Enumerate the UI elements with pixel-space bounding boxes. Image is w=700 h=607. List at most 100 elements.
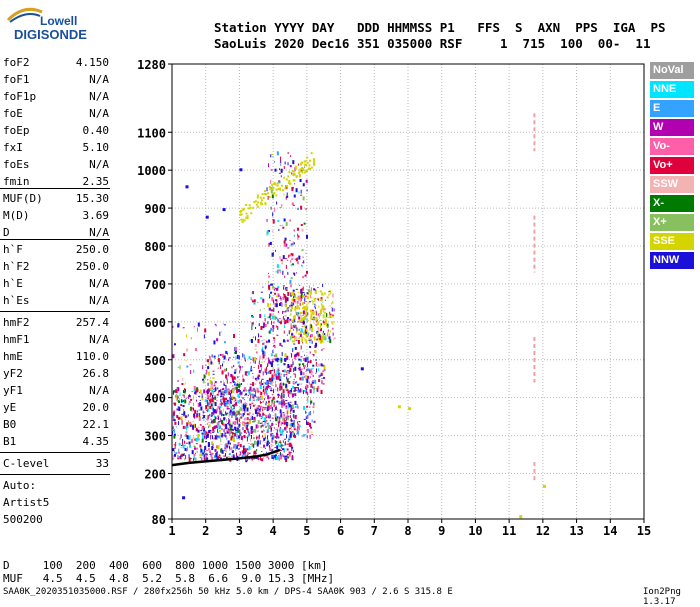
echo-point (321, 380, 323, 385)
echo-point (247, 449, 250, 451)
echo-point (280, 357, 282, 360)
echo-point (228, 413, 230, 418)
echo-point (259, 314, 262, 319)
echo-point (290, 301, 292, 303)
echo-point (272, 321, 275, 324)
echo-point (263, 381, 265, 383)
param-name: yE (3, 401, 17, 414)
echo-point (209, 405, 212, 409)
echo-point (270, 387, 272, 392)
echo-point (183, 394, 185, 398)
echo-point (262, 343, 264, 346)
echo-point (255, 453, 257, 455)
echo-point (307, 168, 310, 171)
echo-point (243, 447, 245, 452)
echo-point (307, 363, 309, 368)
echo-point (229, 427, 232, 431)
echo-point (261, 383, 264, 386)
echo-point (211, 457, 214, 461)
echo-point (252, 429, 255, 432)
echo-point (291, 447, 293, 451)
echo-point (216, 445, 218, 449)
echo-point (209, 399, 212, 404)
echo-point (278, 428, 280, 432)
echo-point (281, 262, 284, 265)
echo-point (272, 434, 275, 438)
echo-point (270, 443, 273, 447)
echo-point (319, 339, 322, 344)
echo-point (309, 360, 312, 364)
echo-point (291, 422, 294, 427)
echo-point (261, 426, 263, 428)
echo-point (285, 441, 287, 446)
echo-point (305, 384, 308, 389)
echo-point (317, 287, 319, 289)
echo-point (264, 382, 266, 385)
echo-point (202, 449, 204, 452)
echo-point (298, 191, 300, 194)
param-divider (0, 239, 110, 240)
echo-point (172, 448, 175, 452)
echo-point (320, 297, 323, 302)
echo-point (236, 428, 239, 433)
echo-point (262, 456, 264, 460)
echo-point (279, 440, 281, 444)
echo-point (245, 426, 247, 430)
echo-point (291, 404, 294, 409)
echo-point (278, 372, 281, 376)
echo-point (244, 410, 246, 414)
echo-point (224, 384, 226, 386)
echo-point (272, 156, 274, 158)
logo-digisonde-text: DIGISONDE (14, 27, 87, 42)
echo-point (332, 339, 334, 341)
echo-point (276, 421, 279, 423)
echo-point (232, 396, 235, 399)
echo-point (266, 429, 269, 433)
echo-point (266, 420, 268, 422)
echo-point (311, 381, 314, 384)
echo-point (308, 290, 310, 292)
echo-point (226, 378, 228, 381)
echo-point (249, 386, 252, 391)
echo-point (208, 395, 210, 400)
echo-point (277, 416, 279, 419)
echo-point (176, 387, 178, 389)
echo-point (195, 390, 197, 392)
echo-point (292, 263, 295, 266)
echo-point (331, 322, 333, 325)
echo-point (271, 315, 274, 319)
echo-point (327, 316, 329, 318)
echo-point (302, 183, 305, 187)
echo-point (268, 196, 271, 199)
echo-point (302, 314, 304, 316)
y-tick-label: 900 (144, 202, 166, 216)
echo-point (288, 452, 291, 454)
echo-point (292, 298, 294, 302)
echo-point (299, 302, 301, 306)
echo-point (250, 443, 252, 445)
echo-point (260, 367, 262, 372)
echo-point (309, 338, 312, 341)
echo-point (313, 402, 315, 406)
echo-point (291, 243, 293, 246)
echo-point (237, 410, 239, 414)
echo-point (328, 317, 331, 319)
echo-point (309, 339, 311, 344)
param-value: 4.150 (75, 56, 109, 69)
echo-point (284, 304, 287, 308)
echo-point (301, 338, 303, 342)
echo-point (293, 315, 296, 320)
echo-point (225, 400, 228, 405)
echo-point (275, 423, 277, 425)
echo-point (210, 382, 213, 386)
echo-point (211, 390, 214, 393)
echo-point (258, 425, 260, 429)
echo-point (295, 353, 298, 356)
echo-point (278, 455, 280, 457)
echo-point (193, 445, 196, 448)
echo-point (271, 437, 274, 440)
echo-point (289, 279, 292, 284)
echo-point (269, 450, 271, 452)
echo-point (231, 449, 233, 451)
echo-point (262, 354, 265, 359)
